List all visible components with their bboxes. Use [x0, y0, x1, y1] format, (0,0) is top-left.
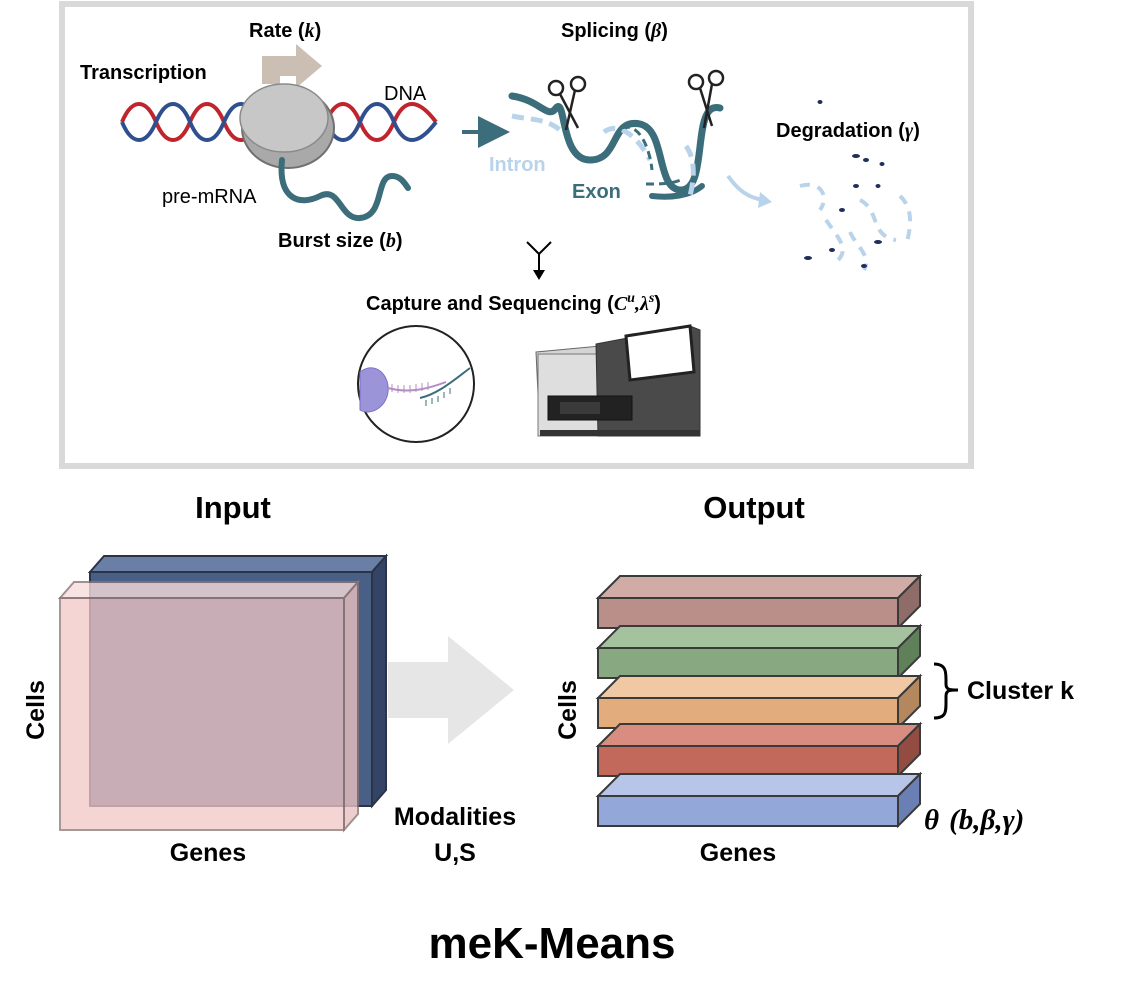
degraded-fragments [799, 182, 913, 271]
cluster-k-label: Cluster k [967, 677, 1074, 705]
rate-arrow [262, 44, 322, 88]
exon-dashes [621, 125, 685, 186]
theta-params-label: θ (b,β,γ) [924, 804, 1024, 836]
bead-capture-icon [357, 325, 475, 443]
fragment-dots [804, 100, 885, 268]
cluster-slab [595, 573, 923, 631]
pre-mrna-label: pre-mRNA [162, 186, 257, 208]
splicing-arrowhead [758, 192, 772, 208]
rate-label: Rate (k) [249, 20, 321, 42]
method-title: meK-Means [429, 919, 676, 968]
transcription-section: Transcription Rate (k) DNA pre-mRNA Burs… [80, 20, 438, 252]
output-genes-label: Genes [700, 839, 776, 867]
degradation-section: Degradation (γ) [776, 100, 920, 271]
scissors-icon [687, 69, 725, 129]
input-section: Input Cells Genes Modalities U,S [22, 490, 516, 867]
splicing-label: Splicing (β) [561, 20, 668, 42]
process-panel: Transcription Rate (k) DNA pre-mRNA Burs… [59, 1, 974, 469]
polymerase-top [239, 83, 329, 153]
input-cells-label: Cells [22, 680, 50, 740]
exon-label: Exon [572, 181, 621, 203]
degradation-label: Degradation (γ) [776, 120, 920, 142]
input-genes-label: Genes [170, 839, 246, 867]
output-title: Output [703, 490, 805, 525]
merge-arrow [526, 241, 552, 272]
cluster-brace [933, 662, 959, 720]
process-panel-border [59, 1, 974, 469]
cluster-slab [595, 721, 923, 779]
pre-mrna-strand [278, 157, 411, 221]
burst-size-label: Burst size (b) [278, 230, 402, 252]
dna-label: DNA [384, 83, 427, 105]
scissors-icon [547, 75, 587, 131]
cluster-slab [595, 623, 923, 681]
splicing-section: Splicing (β) Intron Exon [489, 20, 772, 208]
merge-arrowhead [533, 270, 545, 280]
modalities-label: Modalities [394, 803, 516, 831]
cluster-slab [595, 771, 923, 829]
output-section: Output [554, 490, 1074, 867]
input-to-output-arrow [388, 636, 514, 744]
output-cells-label: Cells [554, 680, 582, 740]
transcription-label: Transcription [80, 62, 207, 84]
sequencer-icon [535, 324, 701, 437]
cluster-slab [595, 673, 923, 731]
exon-strand-lower [649, 183, 705, 200]
capture-sequencing-label: Capture and Sequencing (Cu,λs) [366, 291, 661, 315]
exon-strand [508, 92, 724, 194]
intron-dashes [511, 113, 696, 197]
modality-matrix-front [57, 579, 361, 833]
intron-label: Intron [489, 154, 546, 176]
modalities-values-label: U,S [434, 839, 476, 867]
input-title: Input [195, 490, 271, 525]
